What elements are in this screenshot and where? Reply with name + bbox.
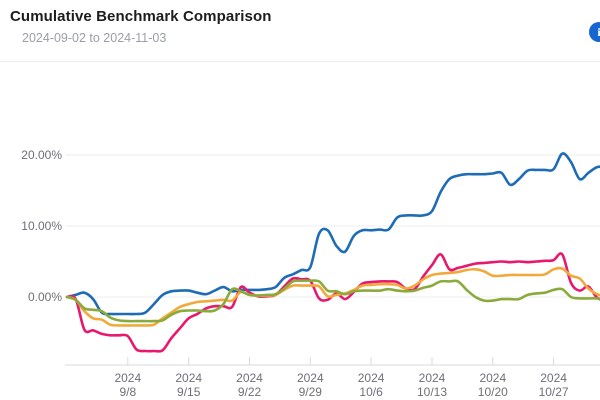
x-axis-label-year: 2024 [479,371,506,385]
x-axis-label-year: 2024 [114,371,141,385]
x-axis-label-year: 2024 [236,371,263,385]
x-axis-label-date: 10/27 [539,385,569,399]
x-axis-label-year: 2024 [175,371,202,385]
page-title: Cumulative Benchmark Comparison [10,8,272,25]
x-axis-label-date: 9/29 [299,385,323,399]
x-axis-label-date: 9/22 [238,385,262,399]
x-axis-label-date: 9/8 [119,385,136,399]
x-axis-label-year: 2024 [419,371,446,385]
header-divider [0,61,600,62]
info-icon[interactable]: i [589,22,600,42]
date-range-subtitle: 2024-09-02 to 2024-11-03 [22,31,167,45]
x-axis-label-year: 2024 [358,371,385,385]
series-line-blue [65,152,600,316]
x-axis-label-year: 2024 [540,371,567,385]
y-axis-label: 20.00% [21,148,62,162]
y-axis-label: 0.00% [28,290,62,304]
x-axis-label-date: 10/6 [359,385,383,399]
info-icon-glyph: i [597,24,600,39]
series-line-green [65,279,600,323]
x-axis-label-date: 9/15 [177,385,201,399]
x-axis-label-date: 10/20 [478,385,508,399]
x-axis-label-year: 2024 [297,371,324,385]
series-line-pink [65,252,600,353]
y-axis-label: 10.00% [21,219,62,233]
x-axis-label-date: 10/13 [417,385,447,399]
